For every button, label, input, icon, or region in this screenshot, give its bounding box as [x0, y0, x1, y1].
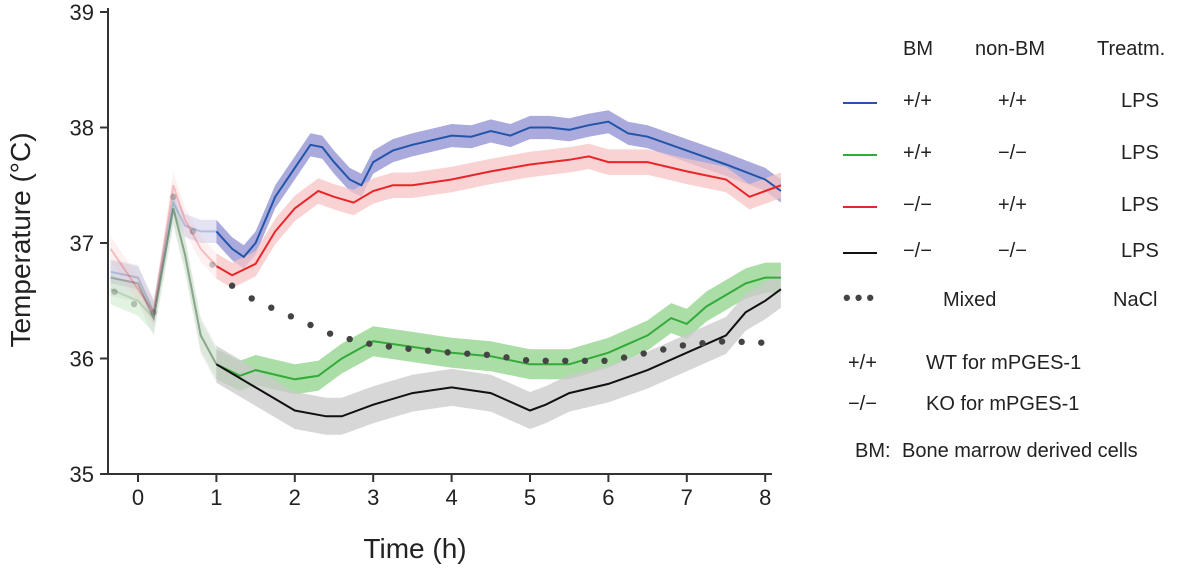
- note-symbol: +/+: [848, 352, 877, 374]
- y-tick-label: 37: [70, 231, 94, 256]
- nacl-point: [209, 261, 216, 268]
- y-tick-label: 39: [70, 0, 94, 25]
- legend-swatch-wt_wt: [843, 102, 877, 104]
- line-ko_ko: [215, 288, 782, 418]
- legend-bm: +/+: [903, 90, 932, 112]
- nacl-point: [464, 350, 471, 357]
- nacl-point: [111, 288, 118, 295]
- nacl-point: [640, 350, 647, 357]
- nacl-point: [405, 345, 412, 352]
- legend-treatment: LPS: [1121, 142, 1159, 164]
- x-axis-label: Time (h): [363, 533, 466, 564]
- x-tick-label: 7: [681, 485, 693, 510]
- y-tick-label: 36: [70, 347, 94, 372]
- y-axis-label: Temperature (°C): [5, 132, 36, 347]
- nacl-point: [189, 228, 197, 235]
- legend-header-bm: BM: [903, 38, 933, 60]
- y-tick-label: 35: [70, 462, 94, 487]
- nacl-point: [366, 340, 373, 347]
- nacl-point: [248, 295, 255, 302]
- nacl-point: [150, 309, 157, 316]
- nacl-point: [483, 351, 491, 359]
- band-ko_wt: [216, 143, 781, 288]
- nacl-point: [424, 347, 432, 354]
- x-tick-label: 2: [289, 485, 301, 510]
- nacl-point: [522, 357, 530, 364]
- nacl-point: [758, 339, 765, 346]
- x-tick-label: 8: [759, 485, 771, 510]
- nacl-point: [346, 335, 353, 343]
- x-tick-label: 3: [367, 485, 379, 510]
- nacl-point: [601, 357, 608, 365]
- legend-swatch-nacl: •••: [843, 285, 879, 310]
- legend-swatch-ko_ko: [843, 252, 877, 254]
- nacl-point: [718, 338, 726, 345]
- x-tick-label: 5: [524, 485, 536, 510]
- note-symbol: −/−: [848, 393, 877, 415]
- nacl-point: [287, 313, 295, 320]
- x-tick-label: 1: [210, 485, 222, 510]
- nacl-point: [228, 282, 236, 289]
- band-wt_wt: [216, 110, 781, 269]
- band-ko_ko: [216, 270, 781, 435]
- line-wt_ko: [215, 276, 781, 381]
- nacl-point: [738, 338, 745, 346]
- series-nacl: [111, 193, 765, 365]
- x-tick-label: 4: [445, 485, 457, 510]
- x-tick-label: 6: [602, 485, 614, 510]
- nacl-point: [620, 354, 628, 361]
- note-symbol: BM:: [855, 440, 891, 462]
- legend-treatment: LPS: [1121, 194, 1159, 216]
- nacl-point: [385, 343, 393, 350]
- nacl-point: [679, 342, 687, 349]
- x-tick-label: 0: [132, 485, 144, 510]
- band-early-wt_ko: [110, 193, 217, 380]
- nacl-point: [307, 321, 314, 329]
- nacl-point: [130, 300, 138, 308]
- nacl-point: [699, 340, 706, 347]
- legend-swatch-ko_wt: [843, 206, 877, 208]
- nacl-point: [268, 304, 275, 311]
- legend-treatment: LPS: [1121, 240, 1159, 262]
- band-early-ko_ko: [110, 189, 217, 383]
- legend-bm: +/+: [903, 142, 932, 164]
- line-early-wt_wt: [110, 199, 217, 316]
- nacl-point: [660, 346, 667, 353]
- nacl-point: [542, 357, 549, 365]
- nacl-point: [444, 349, 451, 356]
- line-wt_wt: [215, 120, 782, 259]
- nacl-point: [562, 357, 569, 365]
- legend-bm: Mixed: [943, 289, 997, 311]
- y-tick-label: 38: [70, 116, 94, 141]
- note-text: Bone marrow derived cells: [902, 440, 1138, 462]
- nacl-point: [503, 354, 510, 361]
- legend-header-treatment: Treatm.: [1097, 38, 1166, 60]
- legend-nonbm: +/+: [998, 90, 1027, 112]
- legend-swatch-wt_ko: [843, 154, 877, 156]
- nacl-point: [581, 357, 589, 365]
- nacl-point: [326, 330, 334, 337]
- legend-nonbm: −/−: [998, 142, 1027, 164]
- note-text: WT for mPGES-1: [926, 352, 1082, 374]
- legend-treatment: LPS: [1121, 90, 1159, 112]
- legend-bm: −/−: [903, 194, 932, 216]
- line-early-wt_ko: [110, 208, 218, 365]
- note-text: KO for mPGES-1: [926, 393, 1080, 415]
- line-ko_wt: [215, 155, 782, 277]
- band-early-wt_wt: [110, 191, 217, 324]
- nacl-point: [170, 193, 177, 200]
- band-wt_ko: [216, 262, 781, 395]
- legend-nonbm: +/+: [998, 194, 1027, 216]
- line-early-ko_wt: [109, 184, 218, 315]
- line-early-ko_ko: [110, 208, 218, 365]
- legend-bm: −/−: [903, 240, 932, 262]
- legend-treatment: NaCl: [1113, 289, 1158, 311]
- legend-nonbm: −/−: [998, 240, 1027, 262]
- legend-header-nonbm: non-BM: [975, 38, 1046, 60]
- band-early-ko_wt: [110, 172, 217, 325]
